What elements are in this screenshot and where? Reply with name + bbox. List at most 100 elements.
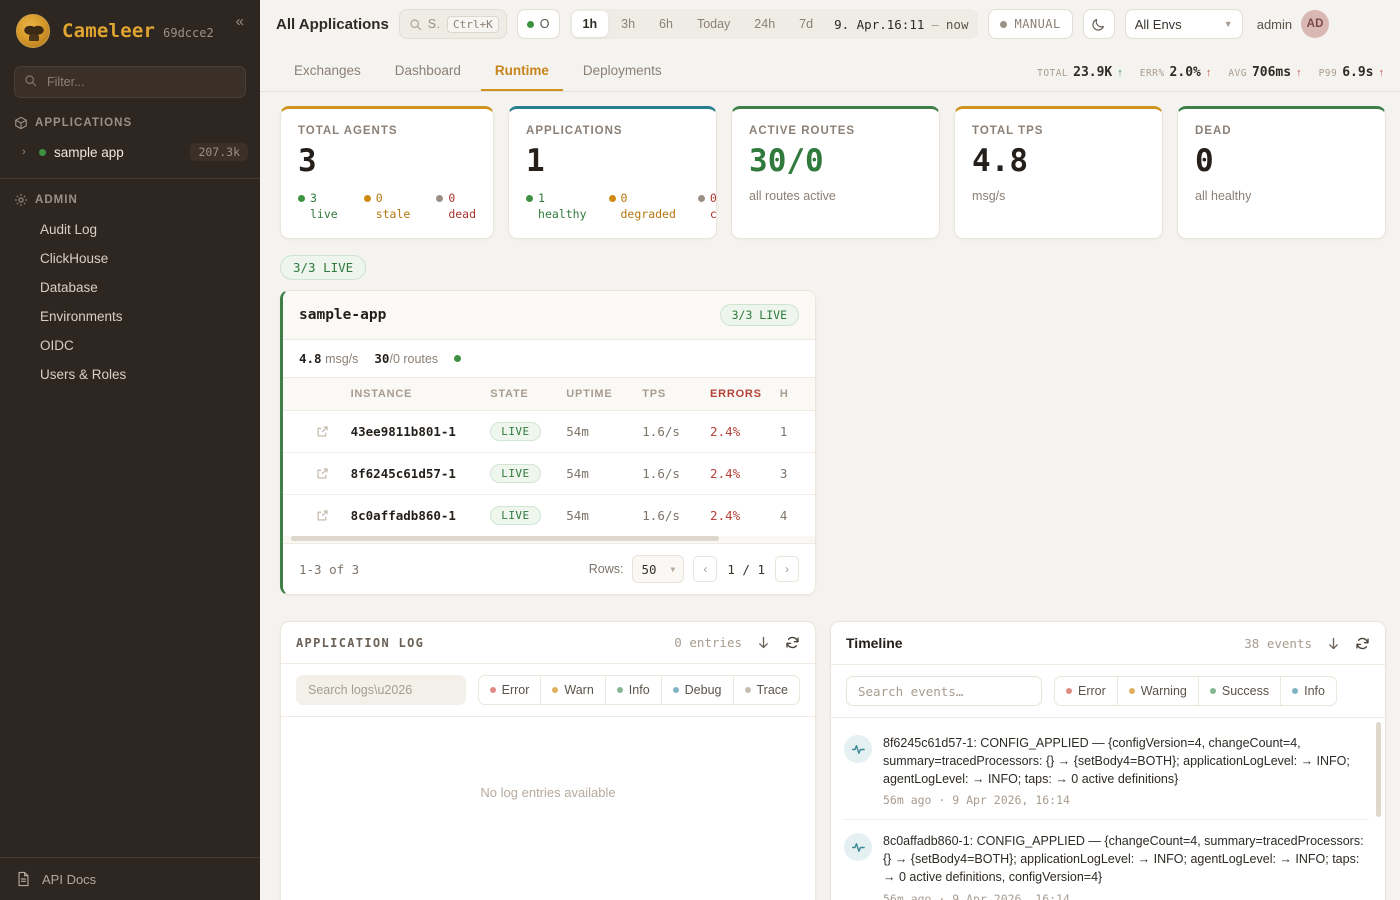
external-link-icon[interactable] — [316, 509, 339, 522]
log-level-info[interactable]: Info — [604, 675, 661, 706]
time-range-display[interactable]: 9. Apr.16:11 — now — [826, 17, 976, 32]
timeline-event[interactable]: 8f6245c61d57-1: CONFIG_APPLIED — {config… — [844, 722, 1369, 821]
tab-runtime[interactable]: Runtime — [480, 63, 563, 91]
table-row[interactable]: 8c0affadb860-1 LIVE 54m 1.6/s 2.4% 4 — [283, 495, 815, 537]
table-horizontal-scrollbar[interactable] — [283, 536, 815, 544]
status-dot — [454, 355, 462, 363]
cell-health: 4 — [779, 508, 788, 524]
timeline-level-success[interactable]: Success — [1197, 676, 1281, 707]
tab-dashboard[interactable]: Dashboard — [381, 63, 475, 91]
next-page-button[interactable]: › — [775, 556, 799, 583]
timeline-event-list[interactable]: 8f6245c61d57-1: CONFIG_APPLIED — {config… — [831, 718, 1385, 900]
live-filter-badge[interactable]: 3/3 LIVE — [280, 255, 367, 281]
application-card-header[interactable]: sample-app 3/3 LIVE — [283, 291, 815, 341]
page-title: All Applications — [276, 15, 389, 33]
range-3h[interactable]: 3h — [610, 11, 646, 37]
cell-open[interactable] — [309, 410, 345, 454]
log-empty-state: No log entries available — [480, 784, 616, 800]
sidebar-header: Cameleer 69dcce2 « — [0, 0, 260, 58]
metric-value: 6.9s — [1342, 65, 1374, 80]
routes-active: 30 — [374, 351, 390, 367]
tab-deployments[interactable]: Deployments — [569, 63, 676, 91]
kpi-title: TOTAL TPS — [972, 125, 1044, 137]
range-7d[interactable]: 7d — [788, 11, 824, 37]
scrollbar-thumb[interactable] — [291, 536, 720, 542]
level-label: Warning — [1140, 684, 1187, 699]
cell-open[interactable] — [310, 495, 345, 537]
refresh-icon[interactable] — [1355, 636, 1370, 651]
range-6h[interactable]: 6h — [648, 11, 684, 37]
sidebar-filter[interactable] — [14, 66, 246, 98]
table-header-row: INSTANCE STATE UPTIME TPS ERRORS H — [283, 378, 815, 412]
application-log-panel: APPLICATION LOG 0 entries — [280, 621, 816, 900]
chevron-right-icon[interactable]: › — [22, 146, 26, 158]
timeline-level-error[interactable]: Error — [1054, 676, 1117, 707]
table-row[interactable]: 8f6245c61d57-1 LIVE 54m 1.6/s 2.4% 3 — [283, 452, 815, 496]
range-24h[interactable]: 24h — [743, 11, 786, 37]
kpi-card-active-routes: ACTIVE ROUTES 30/0 all routes active — [731, 106, 941, 240]
trend-up-icon: ↑ — [1205, 67, 1212, 79]
sidebar-item-users-roles[interactable]: Users & Roles — [40, 367, 127, 382]
breakdown-label: live — [310, 207, 338, 222]
level-label: Debug — [684, 683, 722, 698]
range-1h[interactable]: 1h — [571, 11, 609, 37]
sidebar-item-oidc[interactable]: OIDC — [40, 338, 74, 353]
environment-select[interactable]: All Envs ▼ — [1124, 9, 1243, 39]
table-footer: 1-3 of 3 Rows: 50 ▼ ‹ 1 / 1 › — [283, 543, 815, 595]
scroll-to-bottom-icon[interactable] — [1326, 636, 1341, 651]
collapse-sidebar-icon[interactable]: « — [235, 13, 244, 30]
breakdown-label: degraded — [620, 207, 676, 222]
timeline-level-warning[interactable]: Warning — [1116, 676, 1198, 707]
metric-value: 2.0% — [1169, 65, 1201, 80]
th-health: H — [773, 378, 815, 412]
cell-status — [283, 495, 310, 537]
filter-input[interactable] — [14, 66, 246, 98]
kpi-title: TOTAL AGENTS — [298, 125, 398, 137]
chevron-down-icon: ▼ — [670, 564, 676, 574]
global-search[interactable]: S… Ctrl+K — [398, 9, 507, 39]
timeline-event[interactable]: 8c0affadb860-1: CONFIG_APPLIED — {change… — [844, 820, 1369, 900]
avatar[interactable]: AD — [1301, 10, 1330, 38]
cell-instance: 8c0affadb860-1 — [345, 495, 485, 537]
log-level-error[interactable]: Error — [477, 675, 541, 706]
metric-total: TOTAL 23.9K ↑ — [1037, 65, 1123, 80]
rows-per-page-select[interactable]: 50 ▼ — [632, 555, 685, 584]
range-today[interactable]: Today — [686, 11, 741, 37]
table-row[interactable]: 43ee9811b801-1 LIVE 54m 1.6/s 2.4% 1 — [283, 410, 815, 454]
timeline-level-info[interactable]: Info — [1280, 676, 1337, 707]
sidebar-item-api-docs[interactable]: API Docs — [0, 857, 260, 900]
prev-page-button[interactable]: ‹ — [693, 556, 718, 583]
cell-instance: 43ee9811b801-1 — [344, 410, 485, 454]
sidebar-item-clickhouse[interactable]: ClickHouse — [40, 251, 109, 266]
log-level-debug[interactable]: Debug — [660, 675, 733, 706]
routes-total: /0 routes — [389, 352, 439, 367]
timeline-filters: Search events… Error Warning Success Inf… — [831, 665, 1385, 719]
scroll-to-bottom-icon[interactable] — [756, 635, 771, 650]
sidebar-divider — [0, 178, 260, 179]
refresh-mode-label: MANUAL — [1014, 17, 1061, 31]
log-level-warn[interactable]: Warn — [540, 675, 605, 706]
external-link-icon[interactable] — [316, 467, 339, 480]
sidebar-item-database[interactable]: Database — [40, 280, 98, 295]
timeline-scrollbar[interactable] — [1376, 722, 1381, 818]
user-menu[interactable]: admin AD — [1257, 10, 1330, 38]
level-dot — [744, 687, 751, 694]
external-link-icon[interactable] — [316, 425, 339, 438]
tab-exchanges[interactable]: Exchanges — [280, 63, 375, 91]
sidebar-item-audit-log[interactable]: Audit Log — [40, 222, 98, 237]
connection-status-pill[interactable]: O — [516, 9, 560, 39]
log-search-input[interactable]: Search logs\u2026 — [296, 675, 466, 706]
refresh-icon[interactable] — [785, 635, 800, 650]
refresh-mode-button[interactable]: MANUAL — [988, 9, 1073, 39]
kpi-subtitle: msg/s — [972, 188, 1006, 203]
section-label: APPLICATIONS — [35, 117, 133, 129]
tab-bar: Exchanges Dashboard Runtime Deployments … — [260, 48, 1400, 92]
cell-uptime: 54m — [560, 452, 637, 496]
sidebar-item-environments[interactable]: Environments — [40, 309, 123, 324]
sidebar-item-sample-app[interactable]: › sample app 207.3k — [0, 138, 260, 166]
theme-toggle-button[interactable] — [1082, 9, 1115, 39]
log-level-trace[interactable]: Trace — [732, 675, 800, 706]
timeline-search-input[interactable]: Search events… — [846, 676, 1042, 707]
brand-name: Cameleer — [62, 20, 156, 42]
cell-open[interactable] — [309, 452, 345, 496]
